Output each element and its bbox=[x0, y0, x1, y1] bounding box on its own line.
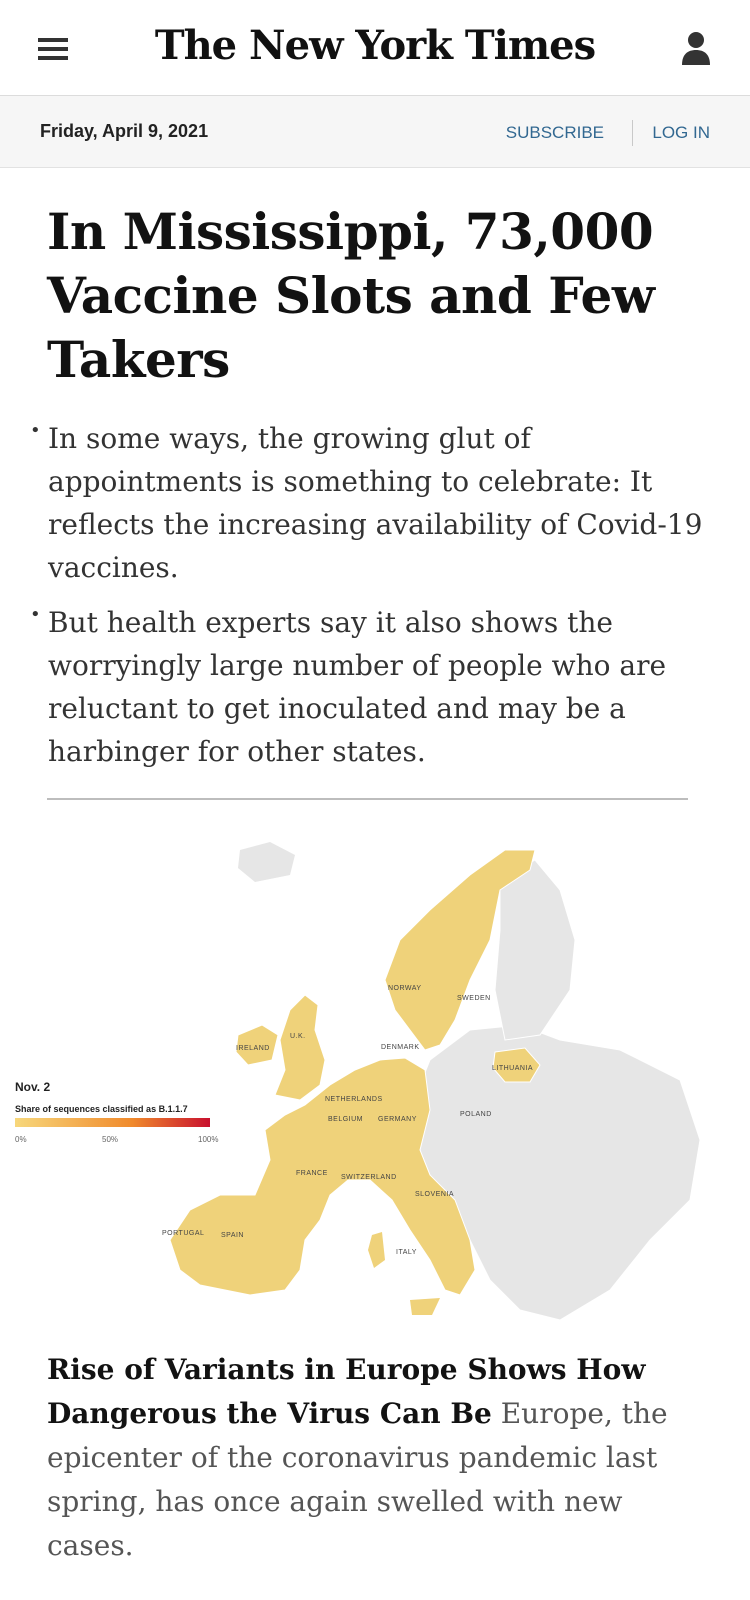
site-logo[interactable]: The New York Times bbox=[154, 22, 596, 69]
country-label: NORWAY bbox=[388, 985, 422, 992]
edition-date: Friday, April 9, 2021 bbox=[40, 121, 209, 141]
country-label: POLAND bbox=[460, 1111, 492, 1118]
divider bbox=[632, 120, 633, 146]
section-divider bbox=[47, 798, 688, 800]
legend-date: Nov. 2 bbox=[15, 1080, 50, 1094]
country-label: SWEDEN bbox=[457, 995, 491, 1002]
country-label: DENMARK bbox=[381, 1044, 420, 1051]
country-label: IRELAND bbox=[236, 1045, 270, 1052]
story-summary: Europe, the epicenter of the coronavirus… bbox=[47, 1397, 668, 1562]
lead-headline[interactable]: In Mississippi, 73,000 Vaccine Slots and… bbox=[47, 202, 655, 389]
country-label: BELGIUM bbox=[328, 1116, 363, 1123]
iceland-grey bbox=[238, 842, 295, 882]
country-label: SWITZERLAND bbox=[341, 1174, 397, 1181]
secondary-story[interactable]: Rise of Variants in Europe Shows How Dan… bbox=[47, 1348, 697, 1568]
lithuania-shape bbox=[492, 1047, 541, 1083]
country-label: PORTUGAL bbox=[162, 1230, 204, 1237]
date-bar: Friday, April 9, 2021 SUBSCRIBE LOG IN bbox=[0, 96, 750, 168]
country-label: SPAIN bbox=[221, 1232, 244, 1239]
story-headline[interactable]: Rise of Variants in Europe Shows How Dan… bbox=[47, 1353, 646, 1430]
account-icon[interactable] bbox=[680, 30, 712, 66]
summary-list: • In some ways, the growing glut of appoi… bbox=[27, 417, 707, 785]
summary-bullet: • But health experts say it also shows th… bbox=[30, 604, 667, 769]
legend-tick: 100% bbox=[198, 1135, 218, 1144]
country-label: LITHUANIA bbox=[492, 1065, 533, 1072]
country-label: SLOVENIA bbox=[415, 1191, 454, 1198]
top-bar: The New York Times bbox=[0, 0, 750, 96]
continental-shape bbox=[169, 1057, 476, 1296]
country-label: NETHERLANDS bbox=[325, 1096, 383, 1103]
summary-bullet-text: But health experts say it also shows the… bbox=[48, 606, 667, 768]
summary-bullet-text: In some ways, the growing glut of appoin… bbox=[48, 422, 703, 584]
subscribe-link[interactable]: SUBSCRIBE bbox=[505, 123, 604, 142]
legend-tick: 50% bbox=[102, 1135, 118, 1144]
sicily-shape bbox=[410, 1298, 440, 1315]
country-label: FRANCE bbox=[296, 1170, 328, 1177]
country-label: ITALY bbox=[396, 1249, 417, 1256]
finland-grey bbox=[494, 859, 576, 1041]
country-label: U.K. bbox=[290, 1033, 306, 1040]
legend-tick: 0% bbox=[15, 1135, 27, 1144]
legend-gradient bbox=[15, 1118, 210, 1127]
legend-title: Share of sequences classified as B.1.1.7 bbox=[15, 1104, 188, 1114]
country-label: GERMANY bbox=[378, 1116, 417, 1123]
scandinavia-shape bbox=[384, 849, 536, 1051]
sardinia-shape bbox=[368, 1232, 385, 1268]
uk-shape bbox=[274, 994, 326, 1101]
summary-bullet: • In some ways, the growing glut of appoi… bbox=[30, 420, 703, 585]
ireland-shape bbox=[235, 1024, 279, 1066]
europe-variant-map[interactable]: Nov. 2 Share of sequences classified as … bbox=[0, 820, 750, 1340]
login-link[interactable]: LOG IN bbox=[652, 123, 710, 142]
menu-icon[interactable] bbox=[38, 38, 68, 60]
